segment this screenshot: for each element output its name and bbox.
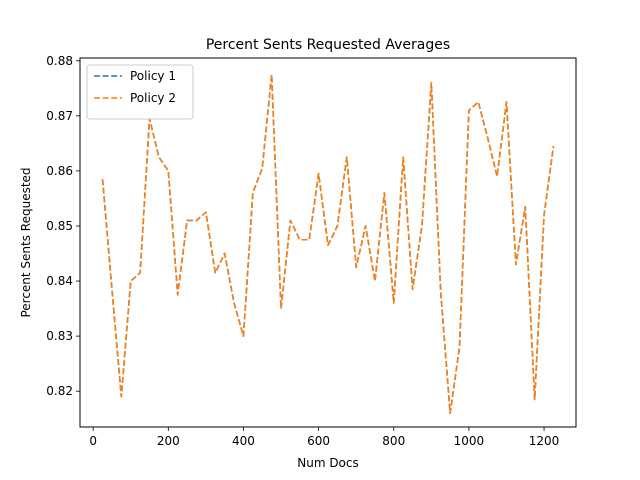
legend-box (86, 64, 194, 120)
y-tick-label: 0.84 (46, 274, 73, 288)
y-axis: 0.82 0.83 0.84 0.85 0.86 0.87 0.88 (46, 54, 80, 398)
legend-label: Policy 1 (130, 69, 176, 83)
y-tick-label: 0.87 (46, 109, 73, 123)
y-tick-label: 0.86 (46, 164, 73, 178)
x-tick-label: 0 (89, 434, 97, 448)
x-tick-label: 800 (382, 434, 405, 448)
x-axis-label: Num Docs (297, 456, 359, 470)
y-tick-label: 0.85 (46, 219, 73, 233)
y-tick-label: 0.83 (46, 329, 73, 343)
series-line-2 (101, 73, 555, 415)
y-axis-label: Percent Sents Requested (19, 167, 33, 317)
y-tick-label: 0.88 (46, 54, 73, 68)
legend-label: Policy 2 (130, 91, 176, 105)
y-tick-label: 0.82 (46, 384, 73, 398)
plot-series-group (101, 73, 555, 415)
plot-frame (79, 57, 577, 428)
chart-title: Percent Sents Requested Averages (206, 37, 450, 53)
x-tick-label: 1000 (454, 434, 485, 448)
x-tick-label: 1200 (529, 434, 560, 448)
x-tick-label: 200 (157, 434, 180, 448)
legend: Policy 1 Policy 2 (86, 64, 194, 120)
x-tick-label: 400 (232, 434, 255, 448)
x-tick-label: 600 (307, 434, 330, 448)
x-axis: 0 200 400 600 800 1000 1200 (89, 427, 559, 448)
